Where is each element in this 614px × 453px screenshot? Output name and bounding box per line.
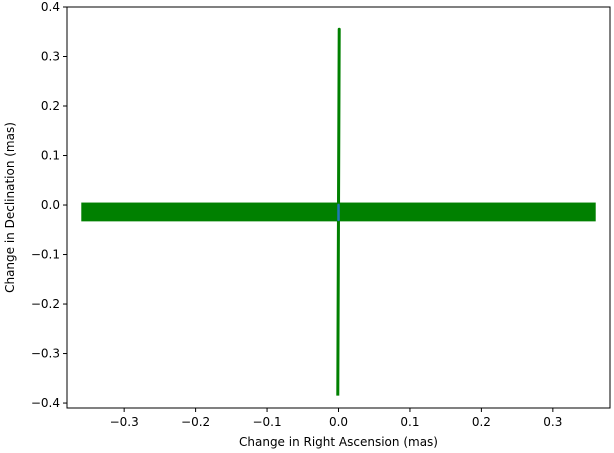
x-tick-label: −0.3 — [110, 415, 139, 429]
y-axis: −0.4 −0.3 −0.2 −0.1 0.0 0.1 0.2 0.3 0.4 — [31, 0, 67, 410]
x-tick-label: 0.3 — [543, 415, 562, 429]
y-tick-label: −0.3 — [31, 347, 60, 361]
y-tick-label: 0.2 — [41, 99, 60, 113]
y-axis-label: Change in Declination (mas) — [3, 122, 17, 293]
y-tick-label: −0.1 — [31, 248, 60, 262]
y-tick-label: −0.4 — [31, 396, 60, 410]
y-tick-label: −0.2 — [31, 297, 60, 311]
y-tick-label: 0.4 — [41, 0, 60, 14]
y-tick-label: 0.0 — [41, 198, 60, 212]
x-tick-label: −0.2 — [181, 415, 210, 429]
plot-area — [81, 27, 596, 396]
x-tick-label: 0.0 — [329, 415, 348, 429]
y-tick-label: 0.1 — [41, 149, 60, 163]
x-tick-label: −0.1 — [252, 415, 281, 429]
x-tick-label: 0.2 — [472, 415, 491, 429]
x-axis: −0.3 −0.2 −0.1 0.0 0.1 0.2 0.3 — [110, 408, 562, 429]
x-axis-label: Change in Right Ascension (mas) — [239, 435, 438, 449]
x-tick-label: 0.1 — [400, 415, 419, 429]
y-tick-label: 0.3 — [41, 50, 60, 64]
